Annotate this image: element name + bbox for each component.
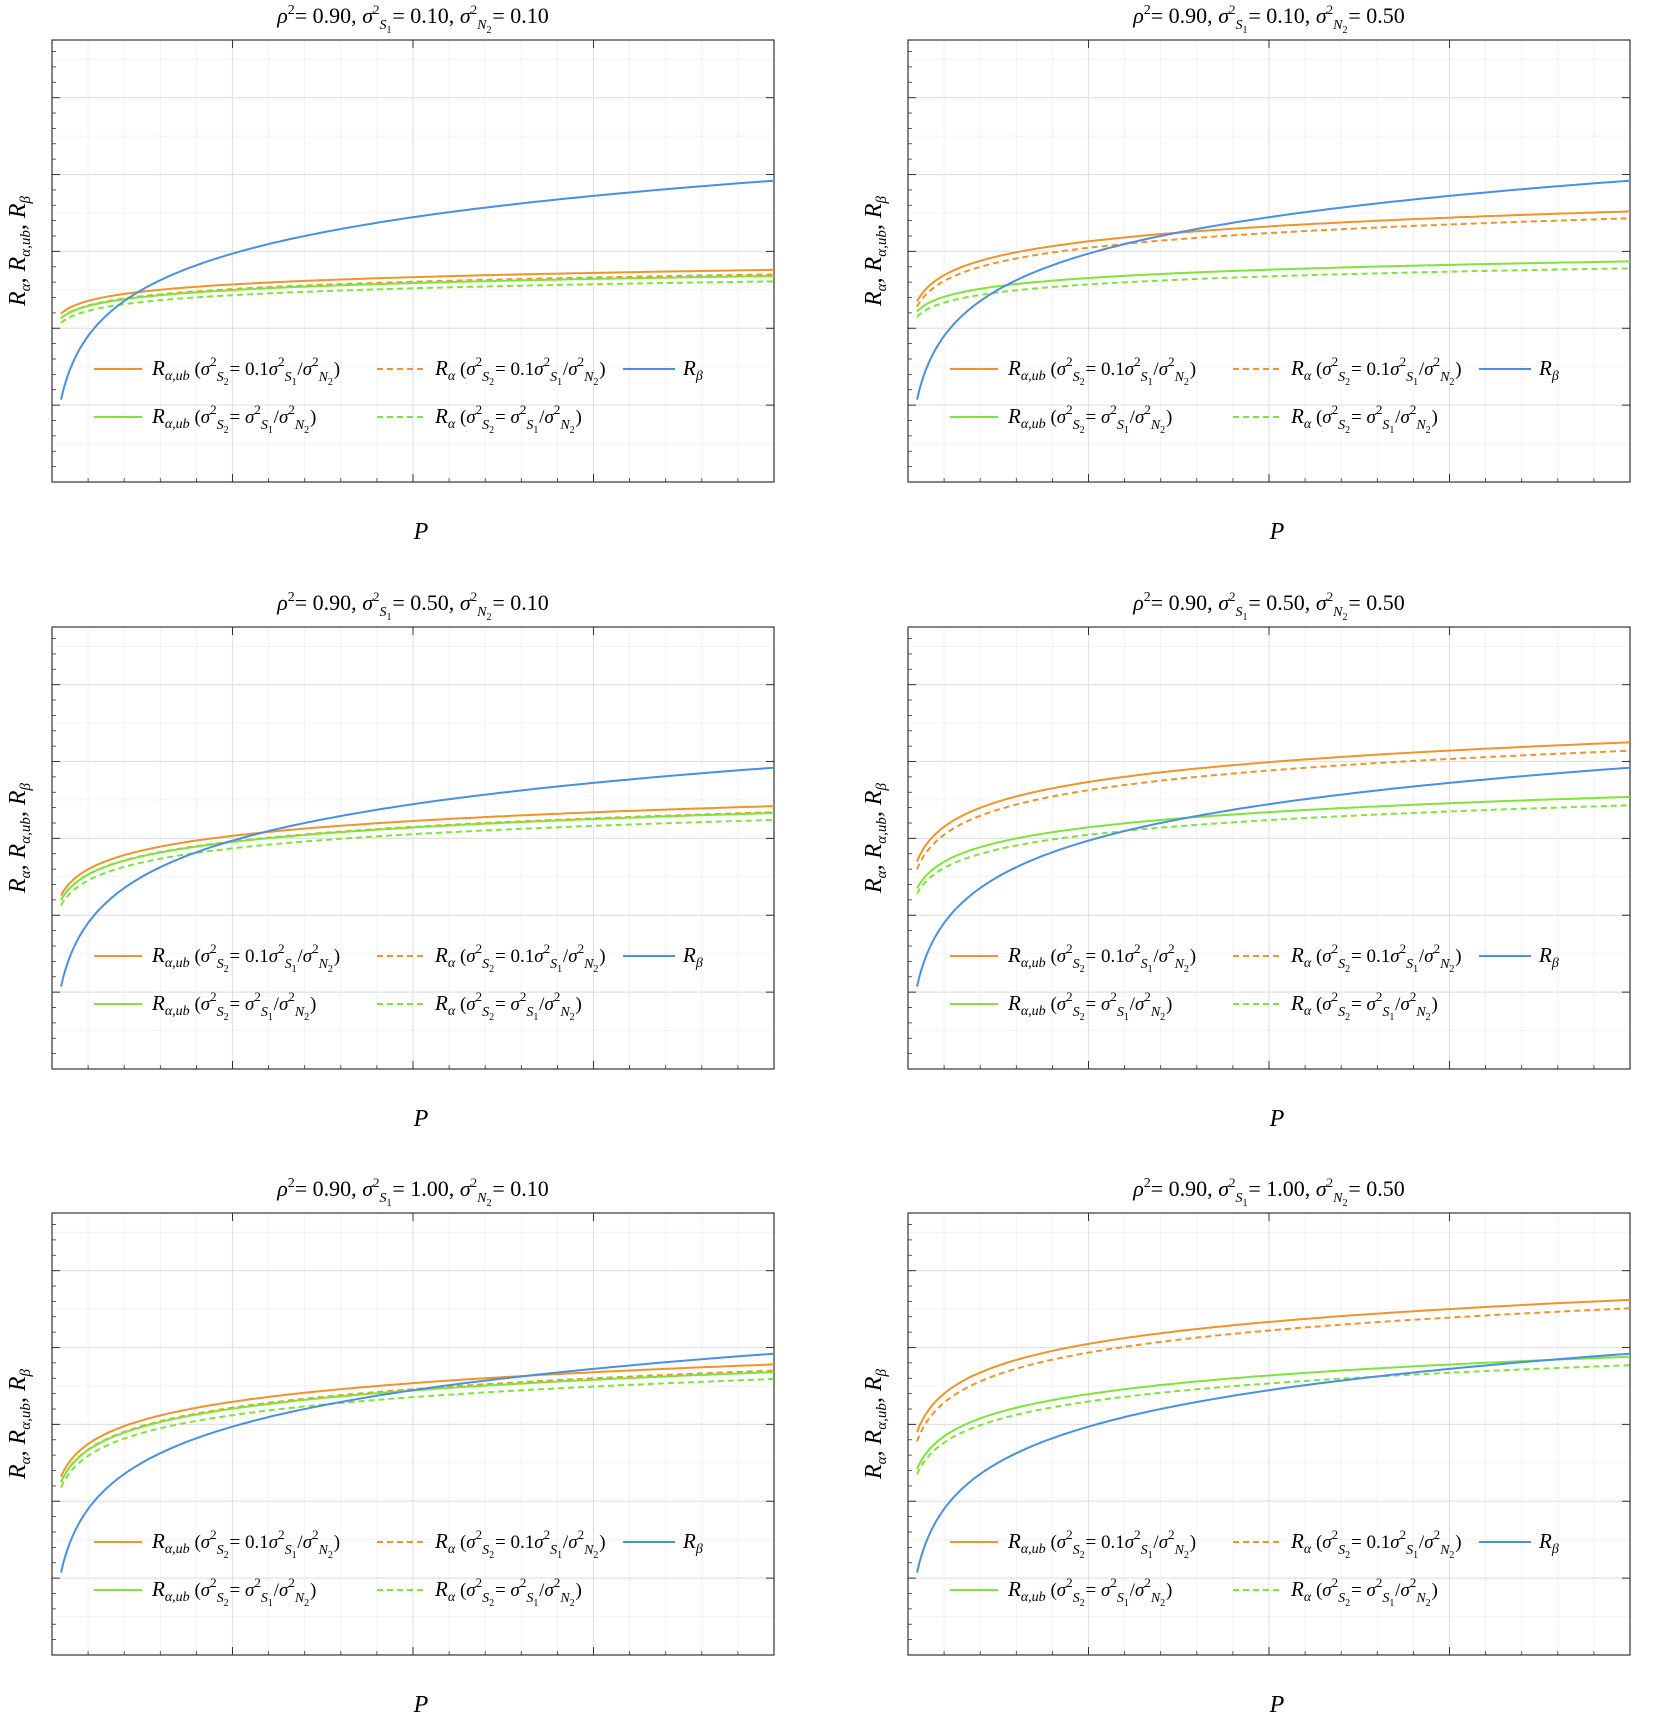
x-axis-label: P <box>413 1106 429 1132</box>
legend-label: Rα,ub (σ2S2 = σ2S1 /σ2N2 ) <box>1007 402 1172 436</box>
series-line-2 <box>916 1307 1631 1443</box>
series-line-3 <box>916 795 1631 890</box>
chart-panel-6: ρ2= 0.90, σ2S1 = 1.00, σ2N2 = 0.50 P Rα, R… <box>861 1175 1631 1714</box>
legend-label: Rα (σ2S2 = σ2S1 /σ2N2 ) <box>434 1575 582 1609</box>
legend-label: Rβ <box>682 356 703 384</box>
chart-panel-2: ρ2= 0.90, σ2S1 = 0.10, σ2N2 = 0.50 P Rα, R… <box>861 2 1631 545</box>
legend-label: Rα,ub (σ2S2 = 0.1σ2S1 /σ2N2 ) <box>151 1527 340 1561</box>
y-axis-label: Rα, Rα,ub, Rβ <box>5 1368 34 1480</box>
legend-label: Rα,ub (σ2S2 = σ2S1 /σ2N2 ) <box>1007 1575 1172 1609</box>
series-line-2 <box>60 1369 775 1483</box>
y-axis-label: Rα, Rα,ub, Rβ <box>861 782 890 894</box>
legend-label: Rα (σ2S2 = 0.1σ2S1 /σ2N2 ) <box>1290 354 1462 388</box>
series-line-3 <box>916 1355 1631 1470</box>
legend-label: Rα,ub (σ2S2 = σ2S1 /σ2N2 ) <box>151 989 316 1023</box>
legend-label: Rβ <box>1538 943 1559 971</box>
legend-label: Rα,ub (σ2S2 = 0.1σ2S1 /σ2N2 ) <box>1007 354 1196 388</box>
series-line-3 <box>60 812 775 901</box>
series-line-4 <box>60 818 775 907</box>
series-line-1 <box>916 210 1631 303</box>
series-line-4 <box>916 1364 1631 1476</box>
y-axis-label: Rα, Rα,ub, Rβ <box>5 195 34 307</box>
legend: Rα,ub (σ2S2 = 0.1σ2S1 /σ2N2 ) Rα (σ2S2 = … <box>950 1527 1559 1609</box>
chart-title: ρ2= 0.90, σ2S1 = 0.50, σ2N2 = 0.50 <box>1132 589 1405 623</box>
x-axis-label: P <box>1269 1106 1285 1132</box>
legend-label: Rβ <box>1538 356 1559 384</box>
legend: Rα,ub (σ2S2 = 0.1σ2S1 /σ2N2 ) Rα (σ2S2 = … <box>950 354 1559 436</box>
series-line-3 <box>60 1371 775 1483</box>
series-line-5 <box>60 179 775 401</box>
legend-label: Rα (σ2S2 = σ2S1 /σ2N2 ) <box>1290 989 1438 1023</box>
y-axis-label: Rα, Rα,ub, Rβ <box>5 782 34 894</box>
series-line-1 <box>916 741 1631 863</box>
x-axis-label: P <box>1269 519 1285 545</box>
legend: Rα,ub (σ2S2 = 0.1σ2S1 /σ2N2 ) Rα (σ2S2 = … <box>94 1527 703 1609</box>
x-axis-label: P <box>413 1692 429 1714</box>
legend-label: Rα (σ2S2 = 0.1σ2S1 /σ2N2 ) <box>1290 1527 1462 1561</box>
chart-title: ρ2= 0.90, σ2S1 = 1.00, σ2N2 = 0.50 <box>1132 1175 1405 1209</box>
series-line-1 <box>60 805 775 897</box>
legend-label: Rβ <box>682 943 703 971</box>
legend-label: Rα (σ2S2 = 0.1σ2S1 /σ2N2 ) <box>434 354 606 388</box>
series-line-2 <box>916 217 1631 308</box>
series-line-1 <box>60 1363 775 1478</box>
legend-label: Rα (σ2S2 = σ2S1 /σ2N2 ) <box>434 989 582 1023</box>
legend-label: Rα,ub (σ2S2 = σ2S1 /σ2N2 ) <box>151 1575 316 1609</box>
x-axis-label: P <box>1269 1692 1285 1714</box>
series-line-2 <box>60 273 775 320</box>
legend: Rα,ub (σ2S2 = 0.1σ2S1 /σ2N2 ) Rα (σ2S2 = … <box>94 354 703 436</box>
legend-label: Rα (σ2S2 = σ2S1 /σ2N2 ) <box>434 402 582 436</box>
legend-label: Rα,ub (σ2S2 = 0.1σ2S1 /σ2N2 ) <box>1007 1527 1196 1561</box>
series-line-4 <box>916 267 1631 318</box>
chart-title: ρ2= 0.90, σ2S1 = 0.10, σ2N2 = 0.50 <box>1132 2 1405 36</box>
series-line-5 <box>916 766 1631 988</box>
series-line-4 <box>916 804 1631 895</box>
legend-label: Rβ <box>1538 1529 1559 1557</box>
chart-panel-5: ρ2= 0.90, σ2S1 = 1.00, σ2N2 = 0.10 P Rα, R… <box>5 1175 775 1714</box>
series-line-5 <box>916 1352 1631 1574</box>
series-line-1 <box>916 1298 1631 1433</box>
legend-label: Rα (σ2S2 = σ2S1 /σ2N2 ) <box>1290 1575 1438 1609</box>
chart-panel-3: ρ2= 0.90, σ2S1 = 0.50, σ2N2 = 0.10 P Rα, R… <box>5 589 775 1132</box>
legend-label: Rβ <box>682 1529 703 1557</box>
series-line-3 <box>916 260 1631 313</box>
legend-label: Rα (σ2S2 = σ2S1 /σ2N2 ) <box>1290 402 1438 436</box>
chart-title: ρ2= 0.90, σ2S1 = 1.00, σ2N2 = 0.10 <box>276 1175 549 1209</box>
y-axis-label: Rα, Rα,ub, Rβ <box>861 1368 890 1480</box>
legend-label: Rα,ub (σ2S2 = 0.1σ2S1 /σ2N2 ) <box>151 354 340 388</box>
chart-panel-4: ρ2= 0.90, σ2S1 = 0.50, σ2N2 = 0.50 P Rα, R… <box>861 589 1631 1132</box>
series-line-4 <box>60 280 775 324</box>
x-axis-label: P <box>413 519 429 545</box>
series-line-2 <box>916 749 1631 870</box>
chart-panel-1: ρ2= 0.90, σ2S1 = 0.10, σ2N2 = 0.10 P Rα, R… <box>5 2 775 545</box>
legend-label: Rα (σ2S2 = 0.1σ2S1 /σ2N2 ) <box>434 1527 606 1561</box>
series-line-4 <box>60 1378 775 1489</box>
series-line-3 <box>60 275 775 320</box>
legend-label: Rα,ub (σ2S2 = σ2S1 /σ2N2 ) <box>1007 989 1172 1023</box>
series-line-5 <box>60 1352 775 1574</box>
y-axis-label: Rα, Rα,ub, Rβ <box>861 195 890 307</box>
legend: Rα,ub (σ2S2 = 0.1σ2S1 /σ2N2 ) Rα (σ2S2 = … <box>950 941 1559 1023</box>
legend-label: Rα,ub (σ2S2 = 0.1σ2S1 /σ2N2 ) <box>1007 941 1196 975</box>
chart-title: ρ2= 0.90, σ2S1 = 0.10, σ2N2 = 0.10 <box>276 2 549 36</box>
series-line-1 <box>60 268 775 315</box>
series-line-2 <box>60 811 775 901</box>
legend-label: Rα (σ2S2 = 0.1σ2S1 /σ2N2 ) <box>1290 941 1462 975</box>
legend: Rα,ub (σ2S2 = 0.1σ2S1 /σ2N2 ) Rα (σ2S2 = … <box>94 941 703 1023</box>
legend-label: Rα,ub (σ2S2 = σ2S1 /σ2N2 ) <box>151 402 316 436</box>
chart-title: ρ2= 0.90, σ2S1 = 0.50, σ2N2 = 0.10 <box>276 589 549 623</box>
legend-label: Rα (σ2S2 = 0.1σ2S1 /σ2N2 ) <box>434 941 606 975</box>
series-line-5 <box>60 766 775 988</box>
legend-label: Rα,ub (σ2S2 = 0.1σ2S1 /σ2N2 ) <box>151 941 340 975</box>
series-line-5 <box>916 179 1631 401</box>
